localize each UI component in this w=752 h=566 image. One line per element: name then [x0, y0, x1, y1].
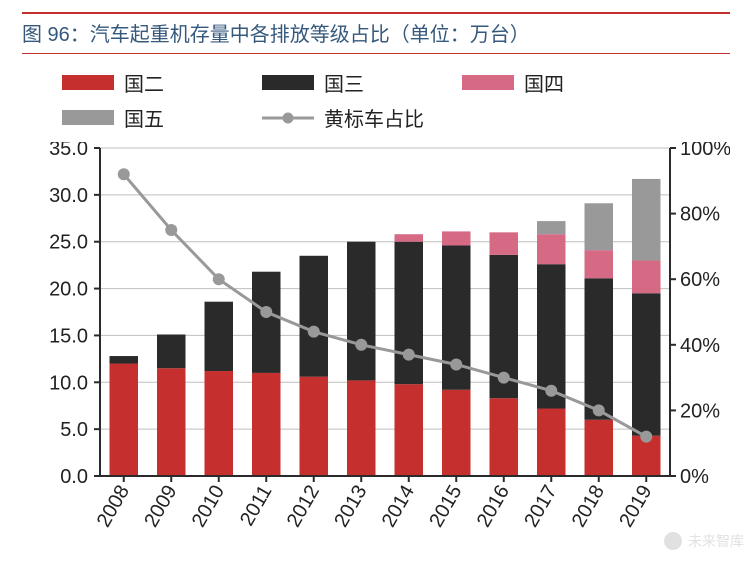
legend-item-s1: 国二 [62, 68, 252, 97]
svg-text:2015: 2015 [425, 482, 466, 532]
chart-title: 图 96：汽车起重机存量中各排放等级占比（单位：万台） [22, 12, 730, 54]
svg-text:60%: 60% [680, 269, 720, 291]
svg-text:5.0: 5.0 [60, 419, 88, 441]
svg-text:100%: 100% [680, 142, 730, 160]
svg-text:2016: 2016 [473, 482, 514, 532]
chart-svg: 0.0 5.0 10.0 15.0 20.0 25.0 30.0 35.0 0% 20% 40% 60… [22, 142, 730, 566]
legend-label-s1: 国二 [124, 68, 164, 97]
svg-text:35.0: 35.0 [49, 142, 88, 160]
svg-text:20%: 20% [680, 400, 720, 422]
svg-text:30.0: 30.0 [49, 185, 88, 207]
swatch-s2 [262, 75, 314, 90]
svg-text:2012: 2012 [283, 482, 324, 532]
chart-area: 0.0 5.0 10.0 15.0 20.0 25.0 30.0 35.0 0% 20% 40% 60… [22, 142, 730, 566]
source-watermark: 未来智库 [664, 531, 744, 551]
svg-text:40%: 40% [680, 335, 720, 357]
legend-label-s2: 国三 [324, 68, 364, 97]
legend-item-s3: 国四 [462, 68, 652, 97]
swatch-s3 [462, 75, 514, 90]
svg-text:0%: 0% [680, 466, 709, 488]
svg-text:10.0: 10.0 [49, 372, 88, 394]
svg-text:0.0: 0.0 [60, 466, 88, 488]
swatch-s4 [62, 110, 114, 125]
legend-label-s3: 国四 [524, 68, 564, 97]
svg-text:2018: 2018 [568, 482, 609, 532]
legend: 国二 国三 国四 国五 黄标车占比 [22, 64, 730, 136]
legend-item-s2: 国三 [262, 68, 452, 97]
legend-item-s4: 国五 [62, 103, 252, 132]
source-label: 未来智库 [688, 531, 744, 551]
svg-text:15.0: 15.0 [49, 325, 88, 347]
svg-text:2019: 2019 [615, 482, 656, 532]
svg-text:2008: 2008 [93, 482, 134, 532]
svg-text:2013: 2013 [330, 482, 371, 532]
svg-text:80%: 80% [680, 204, 720, 226]
legend-label-line: 黄标车占比 [324, 103, 424, 132]
svg-text:2017: 2017 [520, 482, 561, 532]
svg-text:25.0: 25.0 [49, 232, 88, 254]
svg-text:2014: 2014 [378, 482, 419, 532]
wechat-icon [664, 532, 682, 550]
svg-text:20.0: 20.0 [49, 279, 88, 301]
swatch-line [262, 110, 314, 125]
svg-text:2010: 2010 [188, 482, 229, 532]
svg-text:2011: 2011 [236, 482, 277, 530]
swatch-s1 [62, 75, 114, 90]
legend-label-s4: 国五 [124, 103, 164, 132]
legend-item-line: 黄标车占比 [262, 103, 452, 132]
svg-text:2009: 2009 [140, 482, 181, 532]
